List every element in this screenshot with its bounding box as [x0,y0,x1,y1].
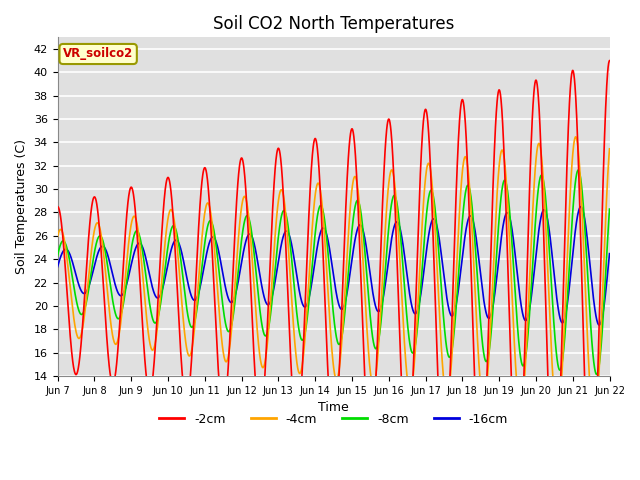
Legend: -2cm, -4cm, -8cm, -16cm: -2cm, -4cm, -8cm, -16cm [154,408,513,431]
Text: VR_soilco2: VR_soilco2 [63,48,133,60]
X-axis label: Time: Time [318,401,349,414]
Title: Soil CO2 North Temperatures: Soil CO2 North Temperatures [213,15,454,33]
Y-axis label: Soil Temperatures (C): Soil Temperatures (C) [15,139,28,274]
